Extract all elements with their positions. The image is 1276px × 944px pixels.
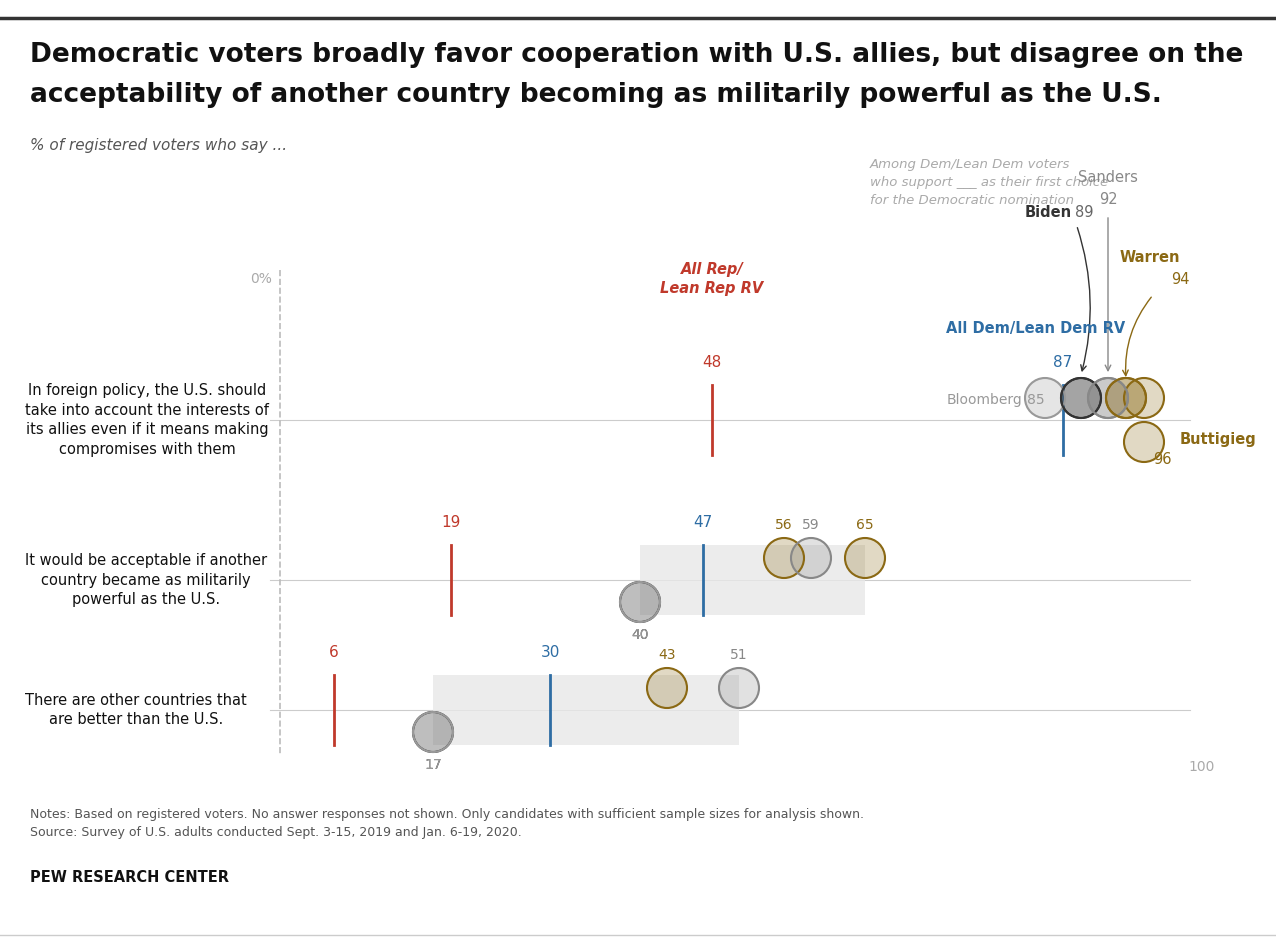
Text: Democratic voters broadly favor cooperation with U.S. allies, but disagree on th: Democratic voters broadly favor cooperat… <box>31 42 1243 68</box>
Text: 59: 59 <box>803 518 819 532</box>
Circle shape <box>1025 378 1065 418</box>
Text: 51: 51 <box>730 648 748 662</box>
Bar <box>641 545 865 615</box>
Circle shape <box>845 538 886 578</box>
Circle shape <box>1088 378 1128 418</box>
Text: 0%: 0% <box>250 272 272 286</box>
Text: 65: 65 <box>856 518 874 532</box>
Text: acceptability of another country becoming as militarily powerful as the U.S.: acceptability of another country becomin… <box>31 82 1162 108</box>
Text: 17: 17 <box>424 758 441 772</box>
Circle shape <box>764 538 804 578</box>
Text: In foreign policy, the U.S. should
take into account the interests of
its allies: In foreign policy, the U.S. should take … <box>26 383 269 457</box>
Text: 30: 30 <box>540 645 560 660</box>
Text: 85: 85 <box>1027 393 1045 407</box>
Text: All Dem/Lean Dem RV: All Dem/Lean Dem RV <box>946 321 1125 335</box>
Text: 96: 96 <box>1154 452 1171 467</box>
Circle shape <box>718 668 759 708</box>
Circle shape <box>1106 378 1146 418</box>
Text: 48: 48 <box>702 355 722 370</box>
Text: % of registered voters who say ...: % of registered voters who say ... <box>31 138 287 153</box>
Text: Buttigieg: Buttigieg <box>1180 432 1257 447</box>
Text: Biden: Biden <box>1025 205 1072 220</box>
Text: 40: 40 <box>632 628 648 642</box>
Text: 19: 19 <box>441 515 461 530</box>
Text: Sanders: Sanders <box>1078 170 1138 185</box>
Circle shape <box>413 712 453 752</box>
Text: 47: 47 <box>693 515 712 530</box>
Text: Source: Survey of U.S. adults conducted Sept. 3-15, 2019 and Jan. 6-19, 2020.: Source: Survey of U.S. adults conducted … <box>31 826 522 839</box>
Text: Among Dem/Lean Dem voters
who support ___ as their first choice
for the Democrat: Among Dem/Lean Dem voters who support __… <box>870 158 1108 207</box>
Text: 56: 56 <box>776 518 792 532</box>
Text: 6: 6 <box>329 645 339 660</box>
Text: All Rep/
Lean Rep RV: All Rep/ Lean Rep RV <box>661 262 763 296</box>
Circle shape <box>413 712 453 752</box>
Text: 17: 17 <box>424 758 441 772</box>
Text: 87: 87 <box>1054 355 1073 370</box>
Circle shape <box>1062 378 1101 418</box>
Text: Notes: Based on registered voters. No answer responses not shown. Only candidate: Notes: Based on registered voters. No an… <box>31 808 864 821</box>
Text: 43: 43 <box>658 648 676 662</box>
Text: 92: 92 <box>1099 192 1118 207</box>
Text: 100: 100 <box>1188 760 1215 774</box>
Text: 89: 89 <box>1074 205 1094 220</box>
Text: PEW RESEARCH CENTER: PEW RESEARCH CENTER <box>31 870 228 885</box>
Circle shape <box>1062 378 1101 418</box>
Circle shape <box>620 582 660 622</box>
Circle shape <box>791 538 831 578</box>
Circle shape <box>620 582 660 622</box>
Text: There are other countries that
are better than the U.S.: There are other countries that are bette… <box>26 693 246 728</box>
Circle shape <box>1088 378 1128 418</box>
Text: 94: 94 <box>1171 272 1189 287</box>
Bar <box>433 675 739 745</box>
Circle shape <box>1124 378 1164 418</box>
Text: It would be acceptable if another
country became as militarily
powerful as the U: It would be acceptable if another countr… <box>26 552 267 607</box>
Circle shape <box>1106 378 1146 418</box>
Text: Bloomberg: Bloomberg <box>947 393 1022 407</box>
Text: Warren: Warren <box>1119 250 1180 265</box>
Circle shape <box>1124 422 1164 462</box>
Text: 40: 40 <box>632 628 648 642</box>
Circle shape <box>647 668 686 708</box>
